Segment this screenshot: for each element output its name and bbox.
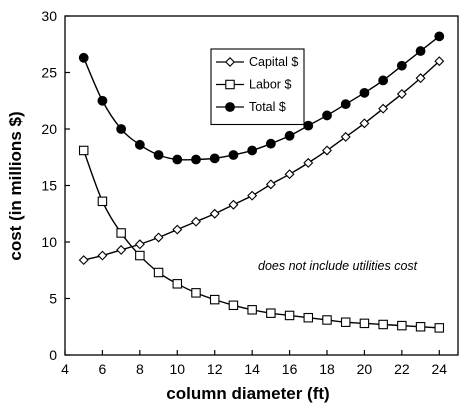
legend-label: Capital $ bbox=[249, 55, 298, 69]
data-point-labor bbox=[322, 315, 332, 325]
y-axis-label: cost (in millions $) bbox=[6, 111, 25, 260]
data-point-capital bbox=[78, 255, 89, 266]
y-tick-label: 20 bbox=[41, 121, 57, 137]
y-tick-label: 15 bbox=[41, 178, 57, 194]
data-point-capital bbox=[415, 73, 426, 84]
data-point-labor bbox=[78, 145, 89, 156]
data-point-labor bbox=[415, 321, 426, 332]
data-point-total bbox=[265, 138, 276, 149]
y-tick-label: 25 bbox=[41, 65, 57, 81]
data-point-total bbox=[378, 75, 389, 86]
data-point-labor bbox=[284, 310, 295, 321]
x-tick-label: 10 bbox=[169, 361, 185, 377]
legend-marker bbox=[225, 79, 235, 90]
data-point-labor bbox=[135, 250, 145, 261]
series-points-total bbox=[78, 31, 445, 165]
plot-area bbox=[78, 31, 445, 333]
legend-marker bbox=[225, 102, 235, 112]
legend-item-capital: Capital $ bbox=[216, 55, 298, 69]
data-point-total bbox=[247, 145, 258, 156]
legend-marker bbox=[225, 57, 235, 67]
series-points-capital bbox=[78, 56, 445, 266]
legend-label: Total $ bbox=[249, 100, 286, 114]
series-points-labor bbox=[78, 145, 445, 333]
data-point-capital bbox=[97, 250, 108, 261]
data-point-labor bbox=[191, 288, 201, 298]
y-tick-label: 5 bbox=[49, 291, 57, 307]
data-point-capital bbox=[284, 169, 295, 180]
data-point-capital bbox=[116, 244, 127, 255]
axes: column diameter (ft) cost (in millions $… bbox=[6, 8, 459, 403]
data-point-capital bbox=[434, 56, 445, 67]
data-point-capital bbox=[191, 216, 201, 227]
data-point-total bbox=[303, 120, 314, 131]
data-point-labor bbox=[209, 294, 220, 305]
x-tick-label: 12 bbox=[207, 361, 223, 377]
data-point-total bbox=[78, 52, 89, 63]
data-point-labor bbox=[116, 228, 126, 238]
data-point-labor bbox=[266, 308, 276, 318]
data-point-total bbox=[359, 87, 370, 98]
x-tick-label: 24 bbox=[431, 361, 447, 377]
y-tick-label: 10 bbox=[41, 234, 57, 250]
data-point-total bbox=[97, 95, 108, 106]
data-point-total bbox=[134, 139, 145, 150]
x-tick-label: 8 bbox=[136, 361, 144, 377]
data-point-total bbox=[209, 153, 220, 164]
data-point-total bbox=[396, 60, 407, 71]
data-point-capital bbox=[359, 118, 370, 129]
data-point-total bbox=[116, 124, 127, 134]
data-point-total bbox=[415, 46, 426, 56]
series-line-labor bbox=[83, 150, 440, 329]
data-point-capital bbox=[153, 232, 164, 243]
x-tick-label: 18 bbox=[319, 361, 335, 377]
data-point-capital bbox=[134, 239, 145, 250]
legend-label: Labor $ bbox=[249, 78, 291, 92]
data-point-capital bbox=[209, 208, 220, 219]
data-point-total bbox=[434, 31, 445, 42]
annotation-note: does not include utilities cost bbox=[258, 259, 418, 273]
data-point-total bbox=[322, 110, 332, 121]
data-point-labor bbox=[153, 267, 164, 278]
x-tick-label: 22 bbox=[394, 361, 410, 377]
data-point-labor bbox=[172, 279, 183, 289]
x-axis-label: column diameter (ft) bbox=[166, 384, 329, 403]
data-point-total bbox=[191, 154, 201, 165]
data-point-labor bbox=[228, 300, 239, 311]
data-point-total bbox=[153, 150, 164, 160]
legend: Capital $ Labor $ Total $ bbox=[210, 48, 305, 126]
data-point-capital bbox=[172, 224, 183, 235]
data-point-capital bbox=[228, 199, 239, 210]
y-tick-label: 30 bbox=[41, 8, 57, 24]
data-point-capital bbox=[265, 179, 276, 190]
legend-item-labor: Labor $ bbox=[216, 78, 291, 92]
data-point-labor bbox=[97, 196, 108, 207]
data-point-capital bbox=[378, 103, 389, 114]
data-point-labor bbox=[378, 319, 388, 330]
data-point-capital bbox=[396, 88, 407, 99]
data-point-capital bbox=[340, 131, 351, 142]
x-tick-label: 6 bbox=[99, 361, 107, 377]
data-point-total bbox=[284, 130, 295, 141]
x-tick-label: 4 bbox=[61, 361, 69, 377]
data-point-total bbox=[172, 154, 183, 165]
data-point-labor bbox=[303, 312, 314, 323]
data-point-labor bbox=[397, 320, 407, 331]
data-point-labor bbox=[359, 318, 370, 329]
y-tick-label: 0 bbox=[49, 347, 57, 363]
data-point-labor bbox=[340, 317, 351, 327]
x-tick-label: 20 bbox=[357, 361, 373, 377]
x-tick-label: 14 bbox=[244, 361, 260, 377]
data-point-labor bbox=[247, 305, 257, 315]
data-point-capital bbox=[303, 157, 314, 168]
data-point-capital bbox=[247, 190, 258, 201]
legend-item-total: Total $ bbox=[216, 100, 286, 114]
data-point-labor bbox=[434, 323, 445, 333]
data-point-capital bbox=[322, 145, 332, 156]
x-tick-label: 16 bbox=[282, 361, 298, 377]
data-point-total bbox=[340, 99, 351, 110]
data-point-total bbox=[228, 150, 239, 160]
